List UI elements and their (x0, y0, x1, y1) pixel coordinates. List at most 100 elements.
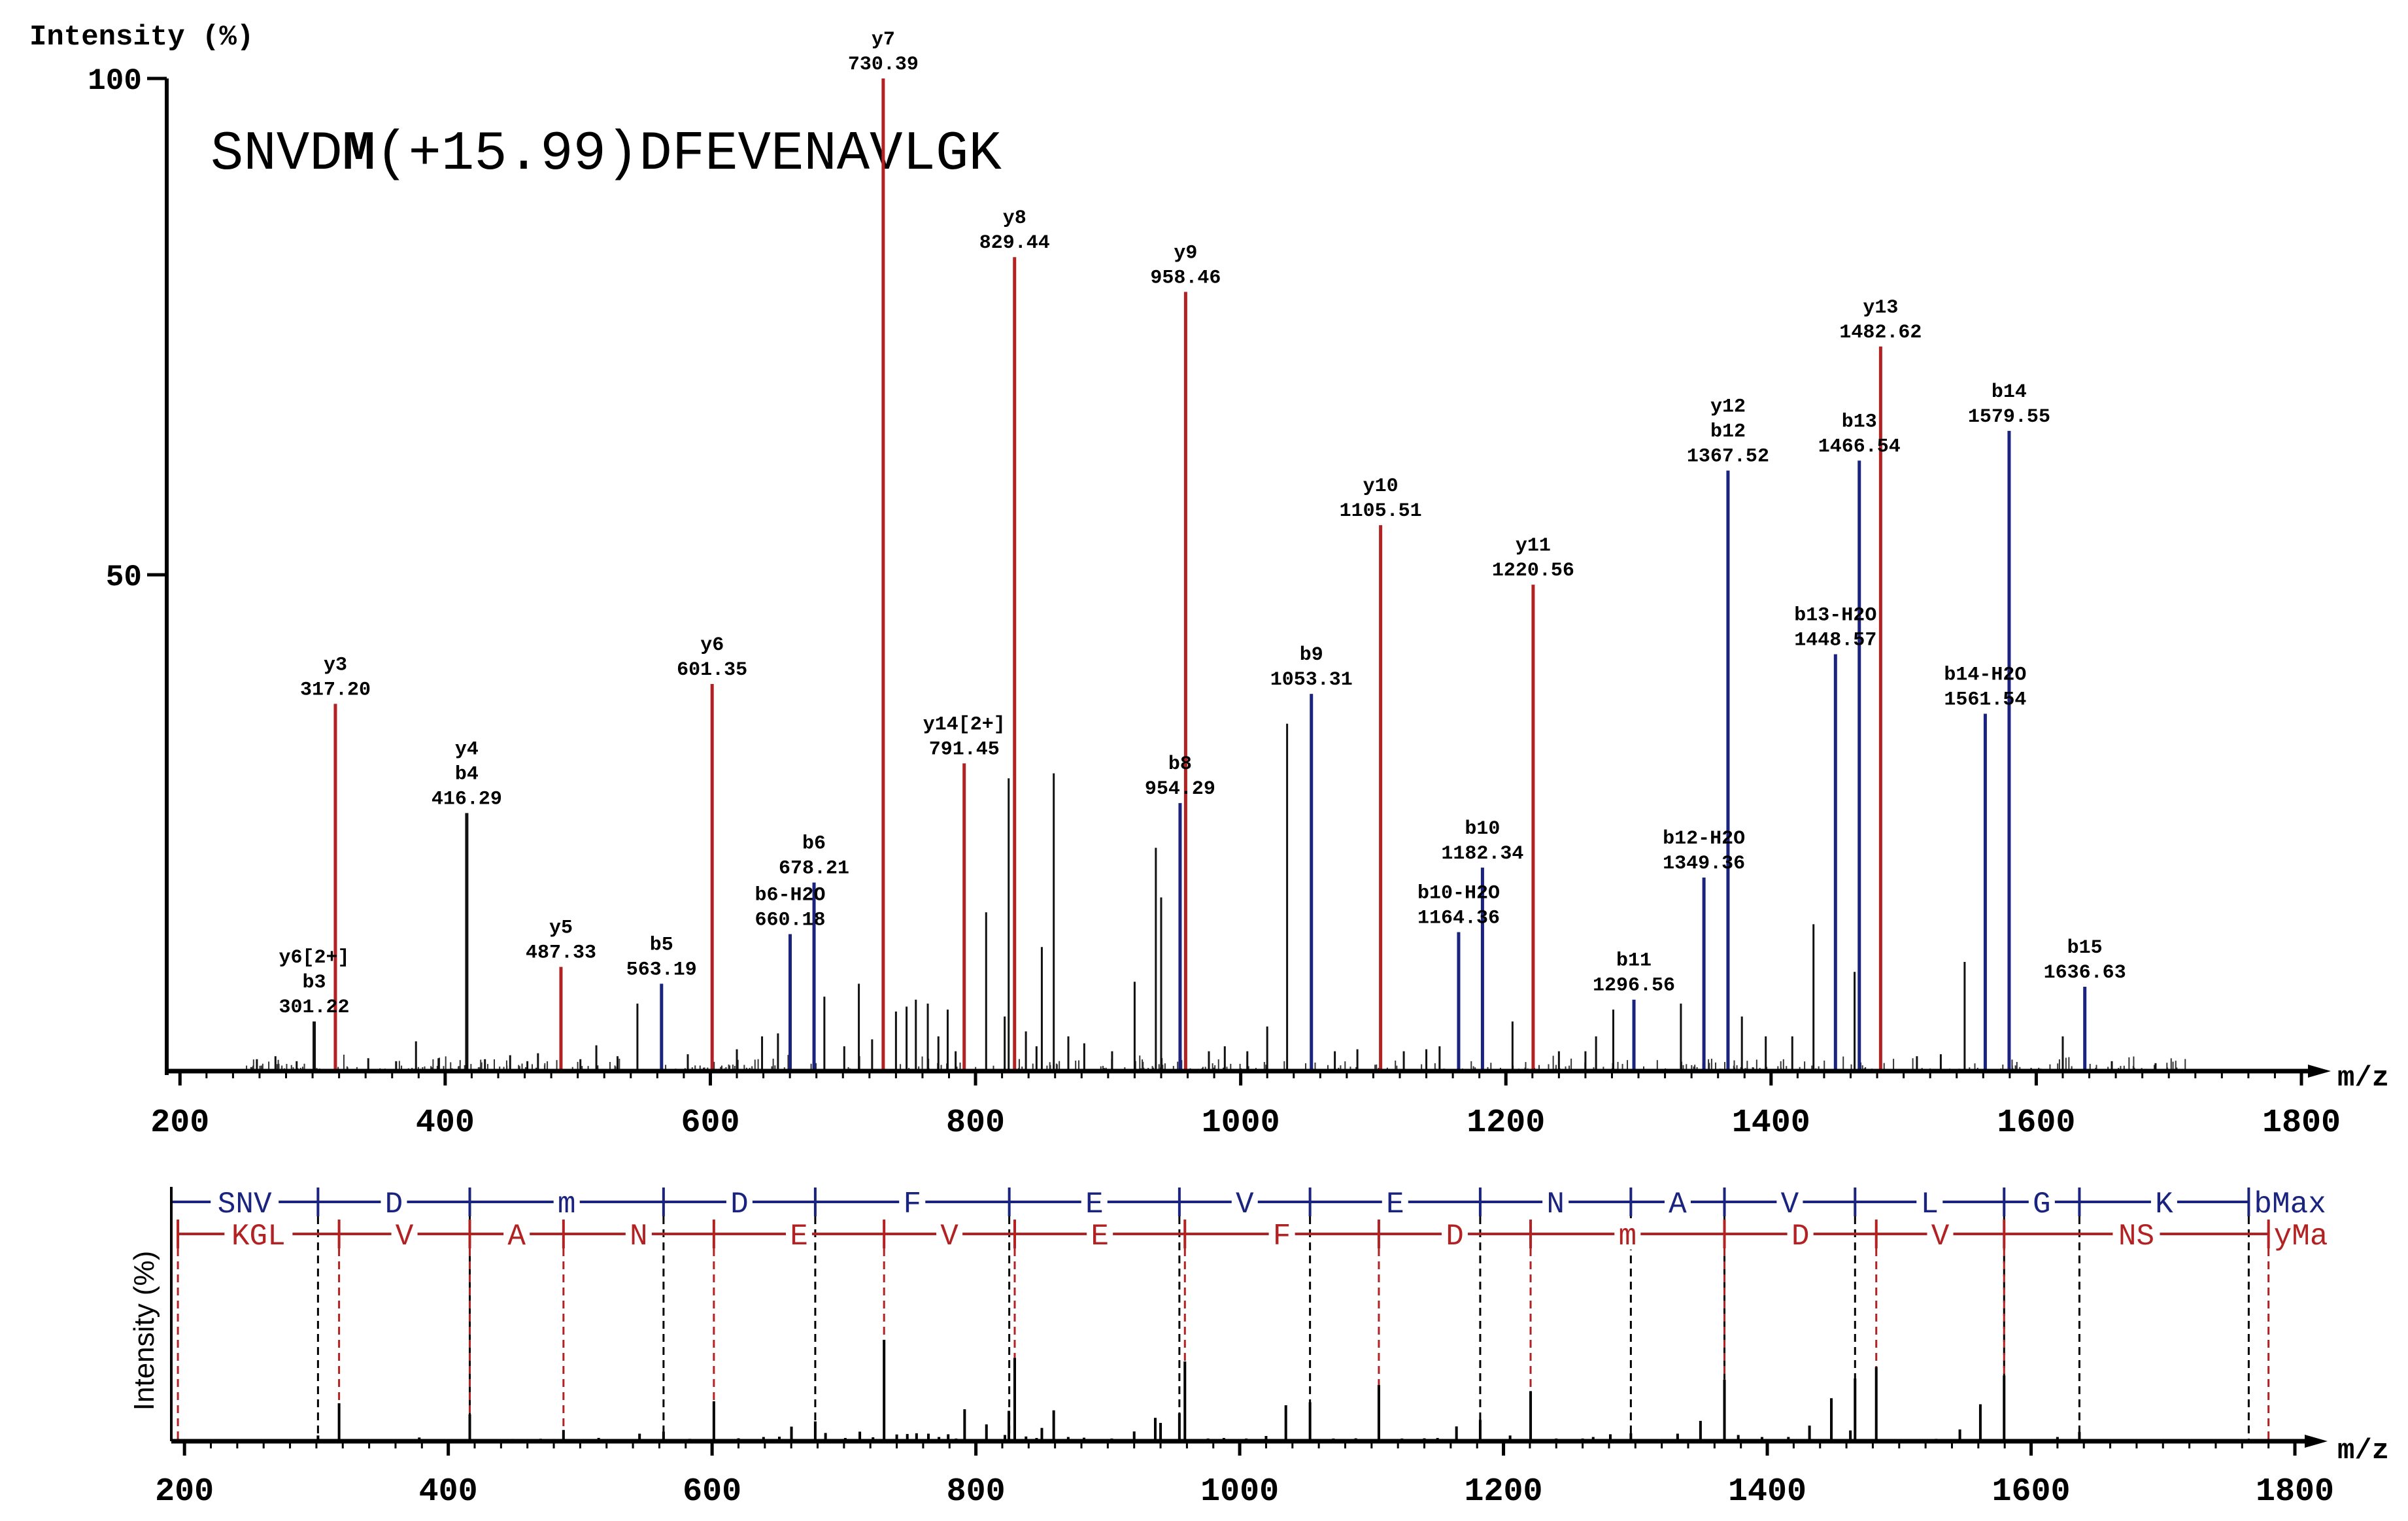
peak-label: b14 (1992, 381, 2027, 403)
y-row-token-bg (2112, 1218, 2160, 1250)
peak-label: y13 (1863, 297, 1898, 319)
b-row-token: N (1546, 1188, 1565, 1222)
peak-label: 829.44 (979, 232, 1050, 254)
peak-label: 958.46 (1150, 267, 1221, 289)
y-row-token-bg (1927, 1218, 1954, 1250)
x-tick-label: 1400 (1732, 1104, 1810, 1142)
peak-label: y6[2+] (279, 947, 350, 969)
peak-label: y7 (872, 29, 895, 51)
peak-label: y4 (455, 738, 479, 760)
peak-label: 678.21 (779, 858, 849, 880)
x-tick-label: 1000 (1202, 1104, 1280, 1142)
peak-label: 1105.51 (1340, 500, 1422, 522)
peak-label: y9 (1174, 242, 1197, 264)
peak-label: 1561.54 (1944, 689, 2026, 711)
peak-label: b9 (1300, 644, 1323, 666)
b-row-token: m (558, 1188, 576, 1222)
y-row-token: F (1273, 1220, 1291, 1254)
b-row-token: D (385, 1188, 403, 1222)
peak-label: 1164.36 (1417, 907, 1500, 929)
y-row-token: V (396, 1220, 414, 1254)
b-row-token-bg (1231, 1186, 1258, 1218)
y-row-token: A (507, 1220, 526, 1254)
peak-label: 1053.31 (1270, 669, 1353, 691)
b-row-token-bg (1776, 1186, 1803, 1218)
x-axis-label: m/z (2337, 1062, 2389, 1095)
b-row-token-bg (381, 1186, 407, 1218)
y-row-token-bg (936, 1218, 963, 1250)
inset-x-tick-label: 1600 (1992, 1473, 2071, 1511)
peak-label: 1220.56 (1492, 560, 1574, 582)
peak-label: 1579.55 (1968, 406, 2050, 428)
peak-label: b15 (2067, 937, 2103, 959)
x-tick-label: 1800 (2262, 1104, 2341, 1142)
b-row-token-bg (2028, 1186, 2055, 1218)
b-row-token: F (903, 1188, 921, 1222)
x-tick-label: 600 (681, 1104, 739, 1142)
inset-x-tick-label: 1000 (1200, 1473, 1279, 1511)
y-row-token: V (1931, 1220, 1950, 1254)
b-row-token-bg (211, 1186, 279, 1218)
y-row-token-bg (1441, 1218, 1468, 1250)
peak-label: 791.45 (929, 738, 1000, 760)
peak-label: 487.33 (526, 942, 596, 965)
peak-label: 1466.54 (1818, 436, 1901, 458)
b-row-token-bg (2150, 1186, 2177, 1218)
y-row-token-bg (786, 1218, 813, 1250)
y-row-token-bg (1787, 1218, 1814, 1250)
inset-x-tick-label: 1800 (2256, 1473, 2334, 1511)
peak-label: b6-H2O (755, 885, 825, 907)
peak-label: 301.22 (279, 997, 350, 1019)
peak-label: 1482.62 (1839, 322, 1922, 344)
peak-label: y14[2+] (923, 713, 1006, 736)
peak-label: 1296.56 (1593, 975, 1675, 997)
x-tick-label: 1200 (1467, 1104, 1545, 1142)
b-row-token-bg (1382, 1186, 1408, 1218)
b-row-token-bg (553, 1186, 580, 1218)
peak-label: 416.29 (432, 788, 502, 810)
y-row-token-bg (1268, 1218, 1295, 1250)
x-axis-arrow (2308, 1065, 2331, 1078)
peak-label: 1636.63 (2044, 962, 2126, 984)
y-row-token-bg (224, 1218, 293, 1250)
inset-x-tick-label: 800 (947, 1473, 1006, 1511)
peptide-modification: (+15.99) (375, 124, 639, 186)
inset-x-tick-label: 200 (155, 1473, 214, 1511)
peak-label: b14-H2O (1944, 664, 2026, 687)
y-row-token: E (790, 1220, 808, 1254)
inset-x-tick-label: 600 (683, 1473, 741, 1511)
b-row-token: E (1085, 1188, 1104, 1222)
peak-label: 660.18 (755, 910, 825, 932)
b-row-token-bg (1081, 1186, 1108, 1218)
y-row-token: NS (2118, 1220, 2154, 1254)
peak-label: b13-H2O (1794, 604, 1876, 626)
b-row-token: L (1920, 1188, 1939, 1222)
peak-label: b6 (802, 833, 826, 855)
b-row-token: D (730, 1188, 749, 1222)
y-row-token-bg (1087, 1218, 1113, 1250)
b-row-token-bg (1916, 1186, 1943, 1218)
main-spectrum-panel: Intensity (%) m/z SNVDM(+15.99)DFEVENAVL… (29, 21, 2389, 1142)
b-row-token: G (2033, 1188, 2051, 1222)
inset-x-tick-label: 400 (419, 1473, 478, 1511)
y-row-token-bg (625, 1218, 652, 1250)
y-row-token: D (1791, 1220, 1810, 1254)
y-tick-label: 50 (106, 560, 142, 594)
peak-label: 1448.57 (1794, 629, 1876, 651)
b-row-token: A (1669, 1188, 1687, 1222)
b-row-token-bg (726, 1186, 753, 1218)
peak-label: 1349.36 (1663, 853, 1745, 875)
peak-label: y11 (1516, 535, 1551, 557)
peak-label: b3 (303, 972, 326, 994)
y-row-token: KGL (231, 1220, 286, 1254)
peak-label: b10-H2O (1417, 882, 1500, 904)
peak-label: 1367.52 (1687, 446, 1769, 468)
peak-label: 563.19 (626, 959, 697, 981)
y-row-token: E (1091, 1220, 1109, 1254)
peak-label: y6 (700, 634, 724, 657)
y-tick-label: 100 (88, 64, 142, 98)
x-tick-label: 200 (150, 1104, 209, 1142)
inset-x-axis-arrow (2305, 1435, 2328, 1448)
